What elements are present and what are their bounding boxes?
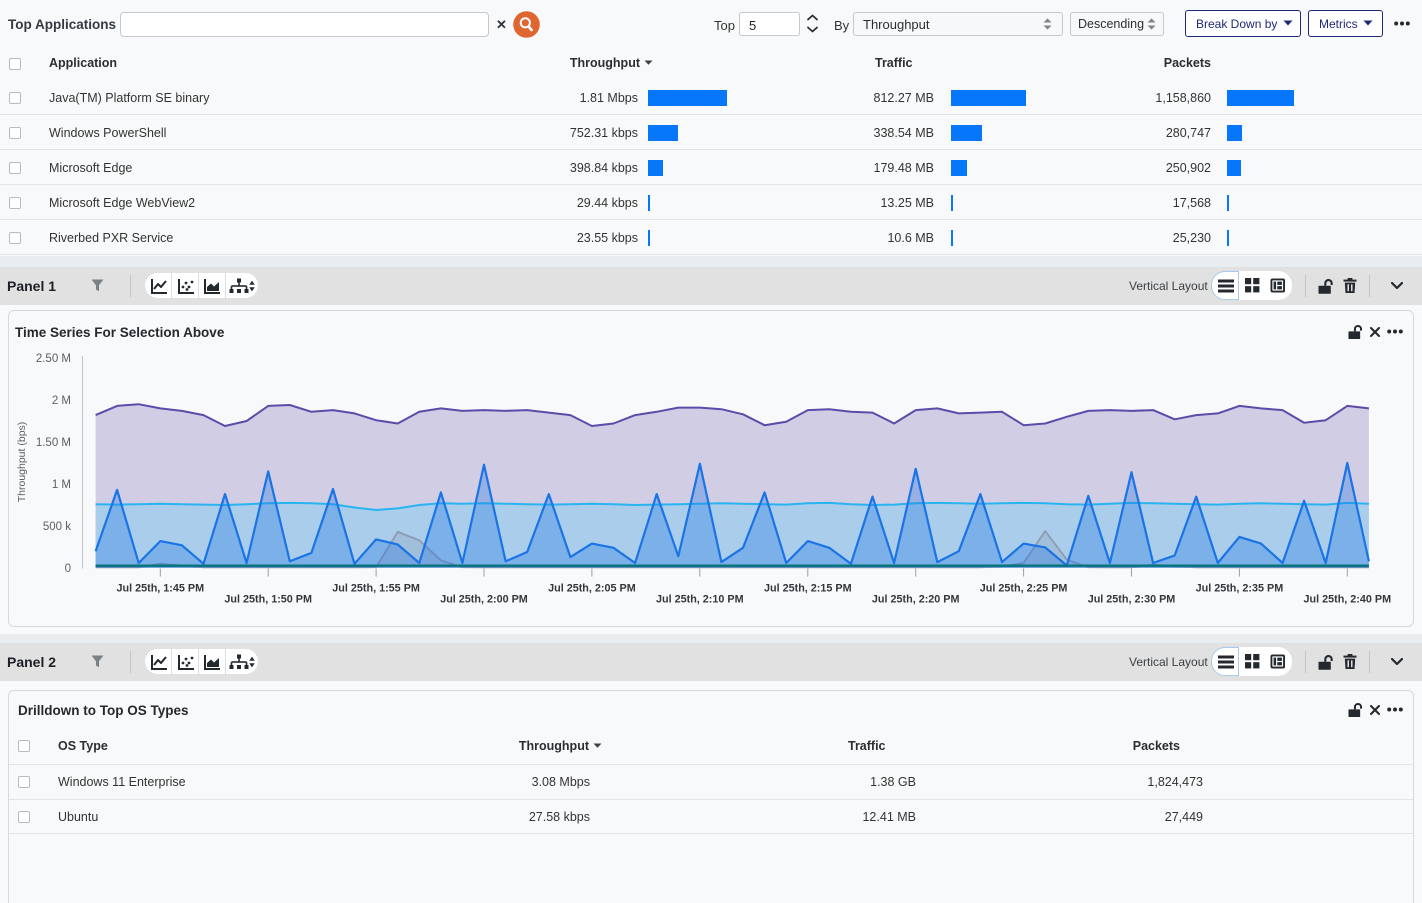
svg-text:Throughput (bps): Throughput (bps) <box>16 422 28 503</box>
svg-text:Jul 25th, 2:40 PM: Jul 25th, 2:40 PM <box>1303 594 1391 606</box>
svg-text:2.50 M: 2.50 M <box>36 353 71 365</box>
svg-text:1.50 M: 1.50 M <box>36 437 71 449</box>
svg-text:Jul 25th, 2:10 PM: Jul 25th, 2:10 PM <box>656 594 744 606</box>
svg-text:2 M: 2 M <box>52 395 71 407</box>
svg-text:0: 0 <box>65 563 71 575</box>
svg-text:Jul 25th, 2:20 PM: Jul 25th, 2:20 PM <box>872 594 960 606</box>
svg-text:500 k: 500 k <box>43 521 71 533</box>
svg-text:Jul 25th, 2:30 PM: Jul 25th, 2:30 PM <box>1088 594 1176 606</box>
svg-text:Jul 25th, 2:05 PM: Jul 25th, 2:05 PM <box>548 583 636 595</box>
svg-text:Jul 25th, 2:35 PM: Jul 25th, 2:35 PM <box>1196 583 1284 595</box>
svg-text:Jul 25th, 2:00 PM: Jul 25th, 2:00 PM <box>440 594 528 606</box>
svg-text:Jul 25th, 1:50 PM: Jul 25th, 1:50 PM <box>224 594 312 606</box>
svg-text:Jul 25th, 2:15 PM: Jul 25th, 2:15 PM <box>764 583 852 595</box>
svg-text:Jul 25th, 2:25 PM: Jul 25th, 2:25 PM <box>980 583 1068 595</box>
svg-text:Jul 25th, 1:45 PM: Jul 25th, 1:45 PM <box>116 583 204 595</box>
svg-text:Jul 25th, 1:55 PM: Jul 25th, 1:55 PM <box>332 583 420 595</box>
svg-text:1 M: 1 M <box>52 479 71 491</box>
